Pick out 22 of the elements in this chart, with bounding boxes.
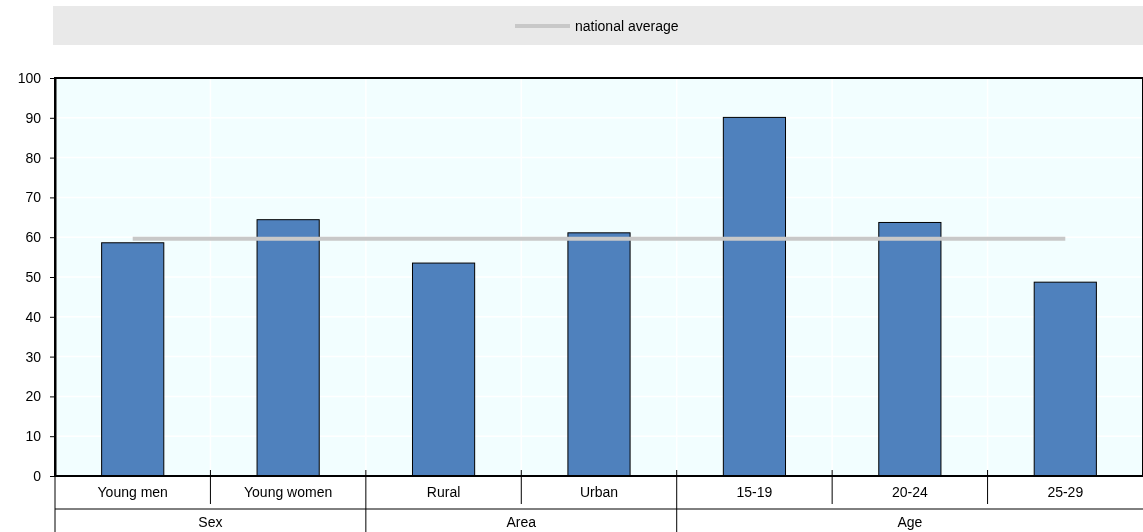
y-tick-label: 90 xyxy=(25,109,42,126)
y-tick-label: 60 xyxy=(25,229,42,246)
y-tick-label: 0 xyxy=(33,467,42,484)
y-tick-label: 20 xyxy=(25,388,42,405)
x-tick-label: 20-24 xyxy=(891,484,928,500)
y-tick-label: 10 xyxy=(25,428,42,445)
text: Sex xyxy=(198,514,223,530)
text: Age xyxy=(897,514,923,530)
y-tick-label: 70 xyxy=(25,189,42,206)
y-tick-label: 100 xyxy=(17,69,42,86)
y-tick-label: 30 xyxy=(25,348,42,365)
x-tick-label: 25-29 xyxy=(1047,484,1084,500)
text: Area xyxy=(506,514,537,530)
y-tick-label: 80 xyxy=(25,149,42,166)
x-tick-label: Rural xyxy=(426,484,461,500)
x-tick-label: Young men xyxy=(97,484,168,500)
x-tick-label: Urban xyxy=(579,484,619,500)
legend-label: national average xyxy=(575,18,679,34)
y-tick-label: 40 xyxy=(25,308,42,325)
y-tick-label: 50 xyxy=(25,268,42,285)
x-tick-label: Young women xyxy=(244,484,333,500)
x-tick-label: 15-19 xyxy=(736,484,773,500)
